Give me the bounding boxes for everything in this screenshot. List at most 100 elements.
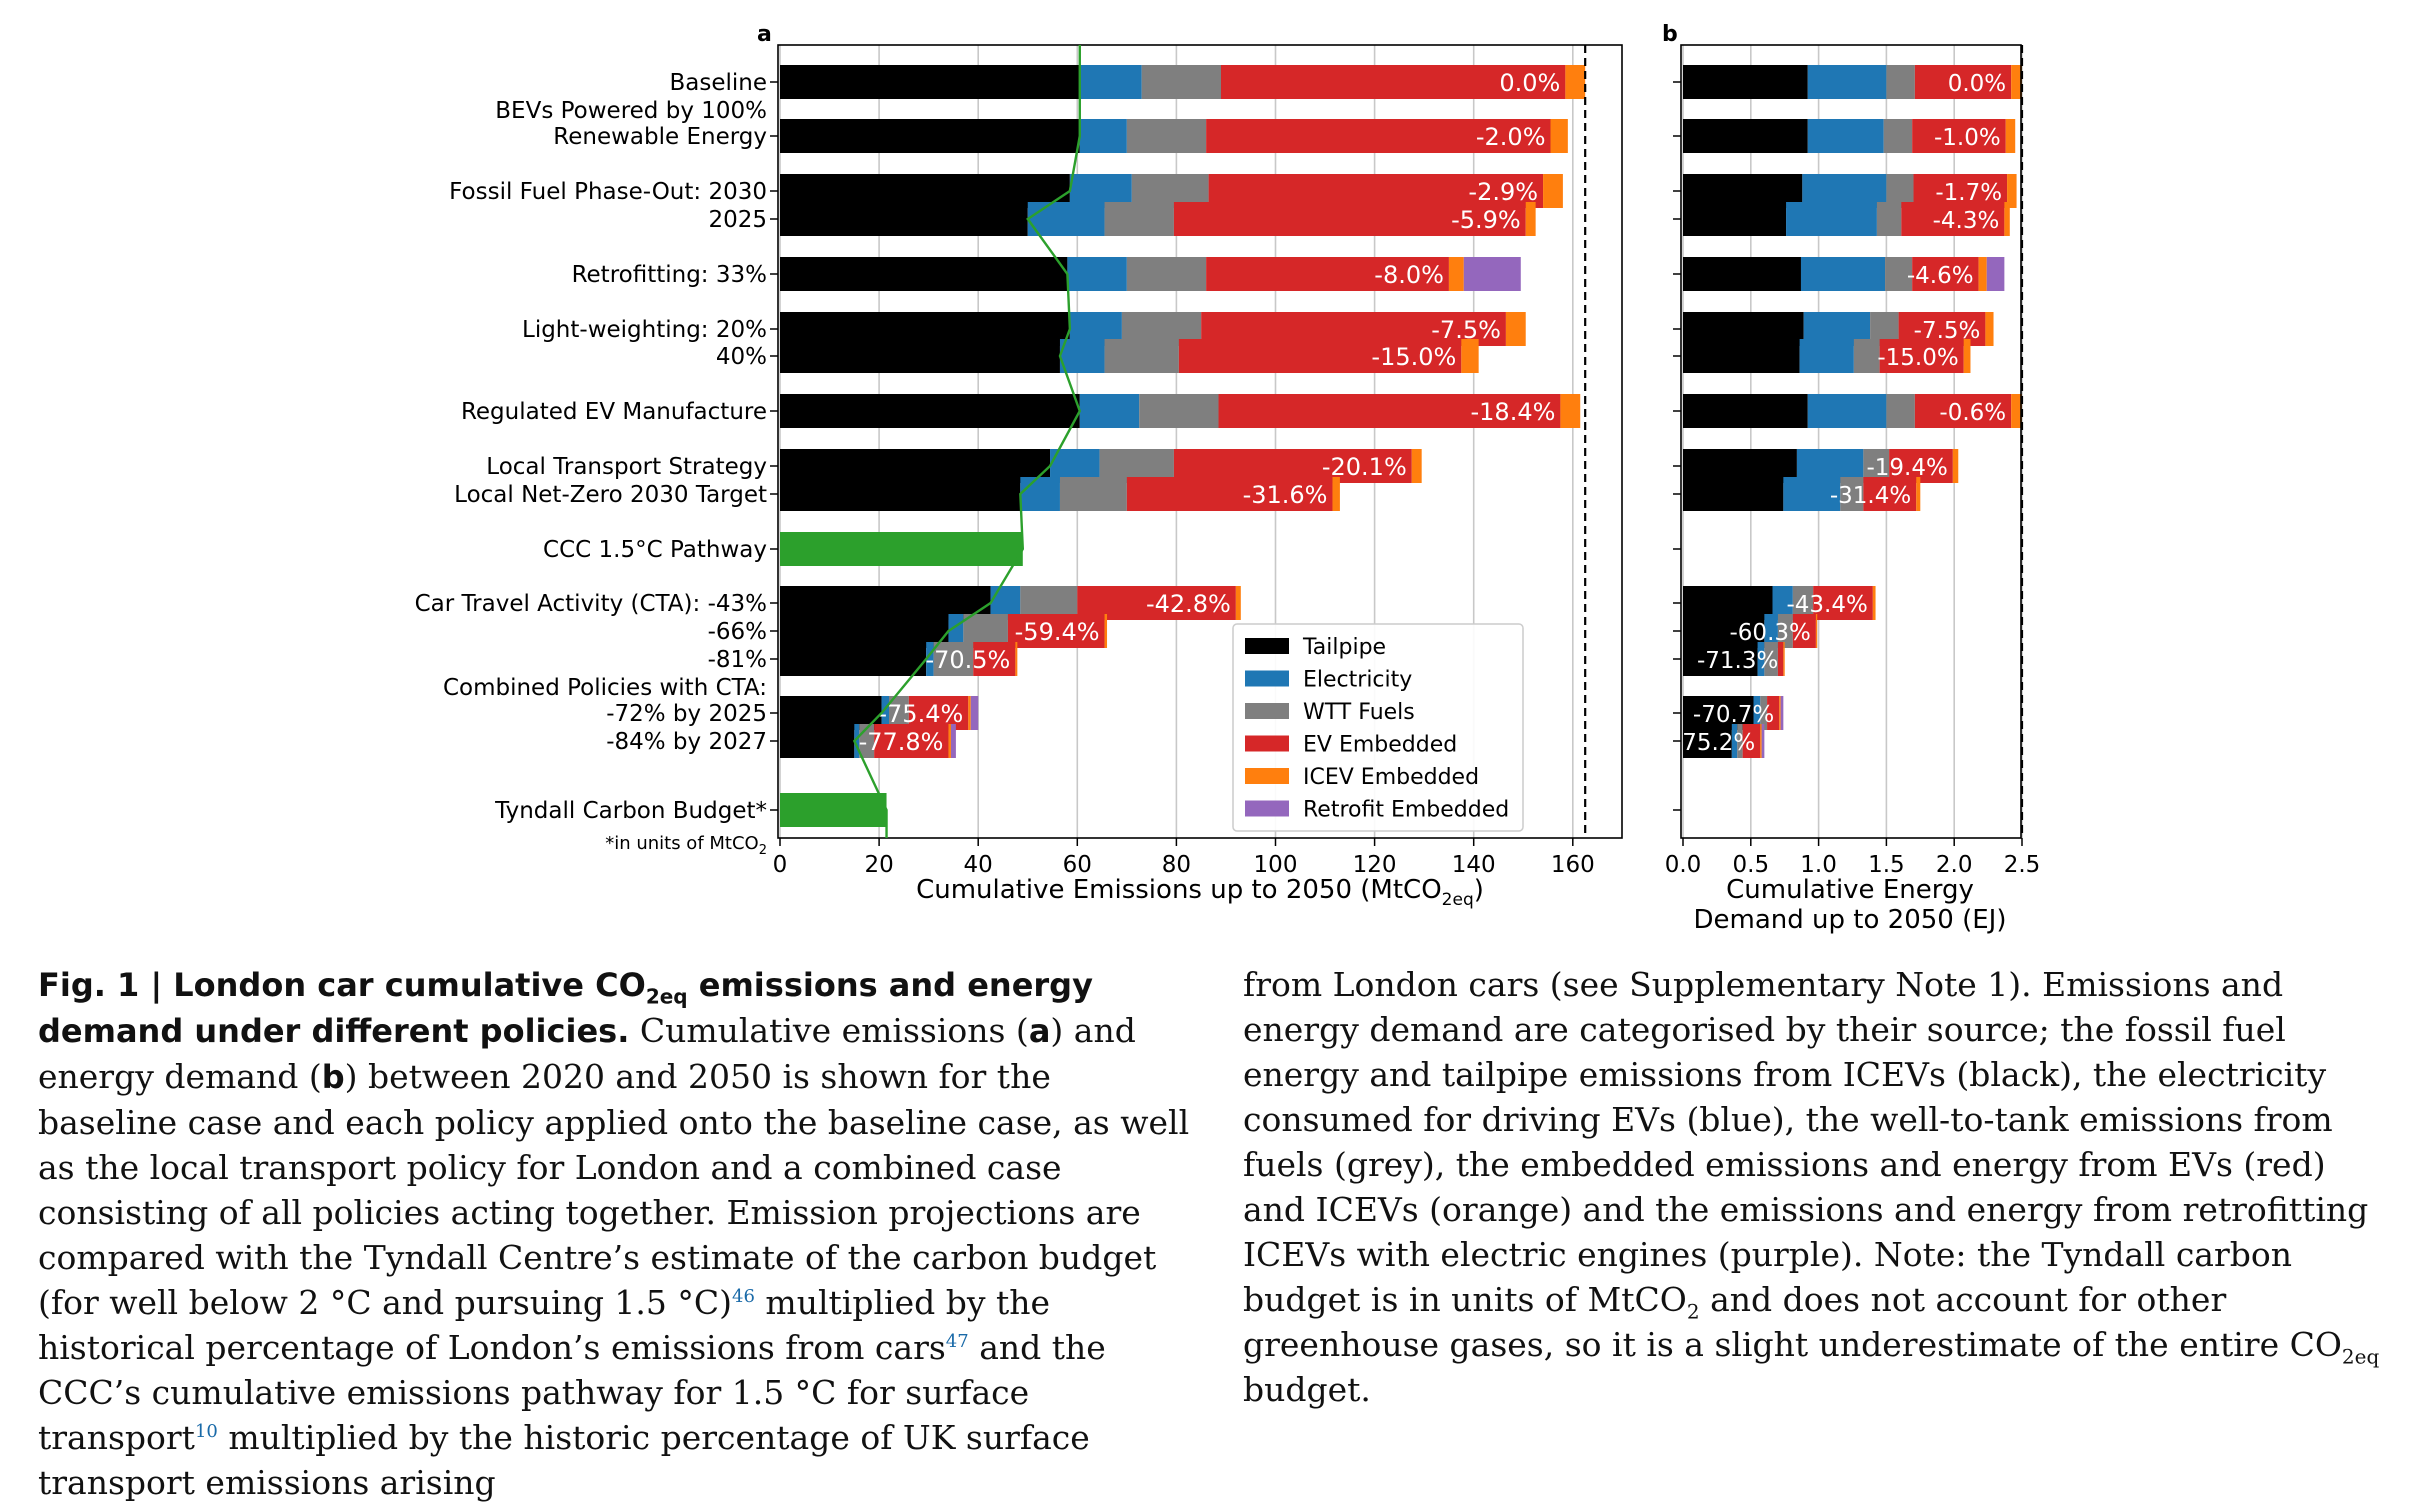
- bar-segment: [1886, 65, 1915, 99]
- bar-segment: [1767, 696, 1780, 730]
- bar-segment: [780, 724, 855, 758]
- bar-segment: [1683, 202, 1787, 236]
- category-label: -72% by 2025: [606, 701, 767, 727]
- caption-title-part: Fig. 1 | London car cumulative CO: [38, 966, 646, 1004]
- bar-segment: [1886, 394, 1915, 428]
- caption-title: Fig. 1 | London car cumulative CO2eq emi…: [38, 966, 1093, 1050]
- bar-segment: [1126, 119, 1207, 153]
- category-label: -84% by 2027: [606, 729, 767, 755]
- bar-segment: [1079, 394, 1140, 428]
- bar-segment: [1126, 477, 1333, 511]
- bar-segment: [1059, 477, 1127, 511]
- bar-segment: [1757, 642, 1765, 676]
- bar-segment: [1807, 119, 1884, 153]
- x-tick-label: 60: [1063, 852, 1092, 878]
- category-label: Fossil Fuel Phase-Out: 2030: [449, 179, 767, 205]
- caption-text: multiplied by the historical percentage …: [38, 1283, 1051, 1367]
- bar-segment: [1543, 174, 1563, 208]
- x-tick-label: 1.5: [1868, 852, 1905, 878]
- bar-segment: [968, 696, 971, 730]
- x-tick-label: 140: [1452, 852, 1496, 878]
- bar-segment: [780, 339, 1060, 373]
- x-axis-label: Cumulative Emissions up to 2050 (MtCO2eq…: [916, 875, 1484, 910]
- legend-swatch: [1245, 768, 1289, 784]
- bar-segment: [1079, 65, 1142, 99]
- data-label: 0.0%: [1499, 69, 1560, 97]
- bar-segment: [1560, 394, 1581, 428]
- bar-segment: [1525, 202, 1536, 236]
- bar-segment: [1206, 119, 1551, 153]
- bar-segment: [1067, 257, 1127, 291]
- x-tick-label: 80: [1162, 852, 1191, 878]
- caption-text: from London cars (see Supplementary Note…: [1243, 965, 2369, 1319]
- bar-segment: [1220, 65, 1566, 99]
- bar-segment: [1912, 257, 1979, 291]
- bar-segment: [1799, 339, 1854, 373]
- citation-10[interactable]: 10: [194, 1421, 218, 1442]
- bar-segment: [1952, 449, 1959, 483]
- bar-segment: [1027, 202, 1105, 236]
- caption-right: from London cars (see Supplementary Note…: [1243, 962, 2393, 1412]
- legend-label: Tailpipe: [1302, 635, 1386, 660]
- bar-segment: [2005, 119, 2016, 153]
- data-label: -5.9%: [1451, 206, 1521, 234]
- bar-segment: [881, 696, 890, 730]
- legend-label: Electricity: [1303, 668, 1412, 693]
- data-label: -7.5%: [1914, 318, 1981, 344]
- category-label: -66%: [708, 619, 767, 645]
- category-label: Renewable Energy: [553, 124, 767, 150]
- x-tick-label: 20: [864, 852, 893, 878]
- bar-segment: [1780, 696, 1784, 730]
- bar-segment: [1914, 65, 2012, 99]
- bar-segment: [780, 642, 927, 676]
- citation-47[interactable]: 47: [945, 1331, 969, 1352]
- data-label: -15.0%: [1877, 345, 1958, 371]
- bar-segment: [1760, 724, 1762, 758]
- x-tick-label: 0.0: [1665, 852, 1702, 878]
- bar-segment: [1015, 642, 1018, 676]
- data-label: 0.0%: [1948, 71, 2006, 97]
- bar-segment: [1807, 394, 1887, 428]
- bar-segment: [1059, 339, 1105, 373]
- panel-label: a: [757, 22, 772, 47]
- x-tick-label: 100: [1254, 852, 1298, 878]
- bar-segment: [2011, 65, 2022, 99]
- citation-46[interactable]: 46: [732, 1286, 755, 1307]
- data-label: -2.0%: [1476, 123, 1546, 151]
- bar-segment: [1783, 477, 1841, 511]
- data-label: -7.5%: [1431, 316, 1501, 344]
- bar-segment: [1772, 586, 1793, 620]
- bar-segment: [1448, 257, 1464, 291]
- data-label: -59.4%: [1015, 618, 1100, 646]
- bar-segment: [1963, 339, 1971, 373]
- data-label: -70.7%: [1693, 702, 1774, 728]
- bar-segment: [1235, 586, 1241, 620]
- bar-segment: [780, 257, 1068, 291]
- bar-segment: [780, 65, 1080, 99]
- bar-segment: [1104, 339, 1179, 373]
- data-label: -0.6%: [1939, 400, 2006, 426]
- bar-segment: [1461, 339, 1479, 373]
- bar-segment: [874, 724, 949, 758]
- legend-box: [1232, 623, 1524, 832]
- data-label: -77.8%: [859, 728, 944, 756]
- data-label: -1.7%: [1935, 180, 2002, 206]
- bar-segment: [1783, 642, 1785, 676]
- bar-segment: [1815, 614, 1818, 648]
- bar-segment: [780, 532, 1023, 566]
- axes-frame: [1680, 44, 2022, 839]
- footnote: *in units of MtCO2: [605, 833, 767, 858]
- data-label: -71.3%: [1697, 648, 1778, 674]
- category-label: Retrofitting: 33%: [572, 262, 767, 288]
- bar-segment: [780, 119, 1080, 153]
- bar-segment: [1753, 696, 1761, 730]
- bar-segment: [1792, 614, 1816, 648]
- legend-swatch: [1245, 638, 1289, 654]
- data-label: -60.3%: [1730, 620, 1811, 646]
- data-label: -1.0%: [1934, 125, 2001, 151]
- category-label: Car Travel Activity (CTA): -43%: [415, 591, 767, 617]
- caption-ref-a: a: [1028, 1012, 1051, 1050]
- legend-swatch: [1245, 800, 1289, 817]
- bar-segment: [1853, 339, 1880, 373]
- axes-frame: [777, 44, 1623, 839]
